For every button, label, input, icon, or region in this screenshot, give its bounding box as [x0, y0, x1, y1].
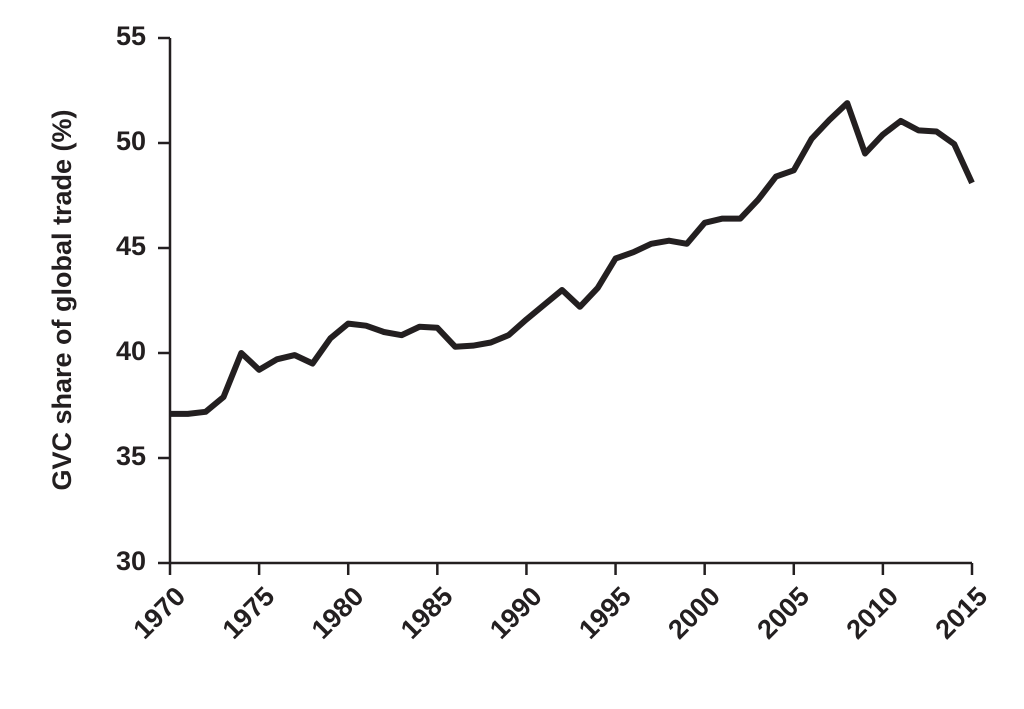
- x-tick-label: 1990: [484, 581, 548, 645]
- x-tick-label: 1970: [128, 581, 192, 645]
- x-tick-label: 1985: [395, 581, 459, 645]
- line: [170, 100, 975, 417]
- x-tick-label: 1975: [217, 581, 281, 645]
- x-tick-label: 2015: [930, 581, 994, 645]
- x-tick-label: 1980: [306, 581, 370, 645]
- x-tick-label: 2010: [840, 581, 904, 645]
- y-axis-label: GVC share of global trade (%): [47, 109, 77, 490]
- y-tick-label: 35: [116, 441, 146, 471]
- y-tick-label: 45: [116, 231, 146, 261]
- y-tick-label: 40: [116, 336, 146, 366]
- x-tick-label: 1995: [573, 581, 637, 645]
- y-tick-label: 50: [116, 126, 146, 156]
- y-tick-label: 30: [116, 546, 146, 576]
- x-tick-label: 2005: [751, 581, 815, 645]
- x-tick-label: 2000: [662, 581, 726, 645]
- y-tick-label: 55: [116, 21, 146, 51]
